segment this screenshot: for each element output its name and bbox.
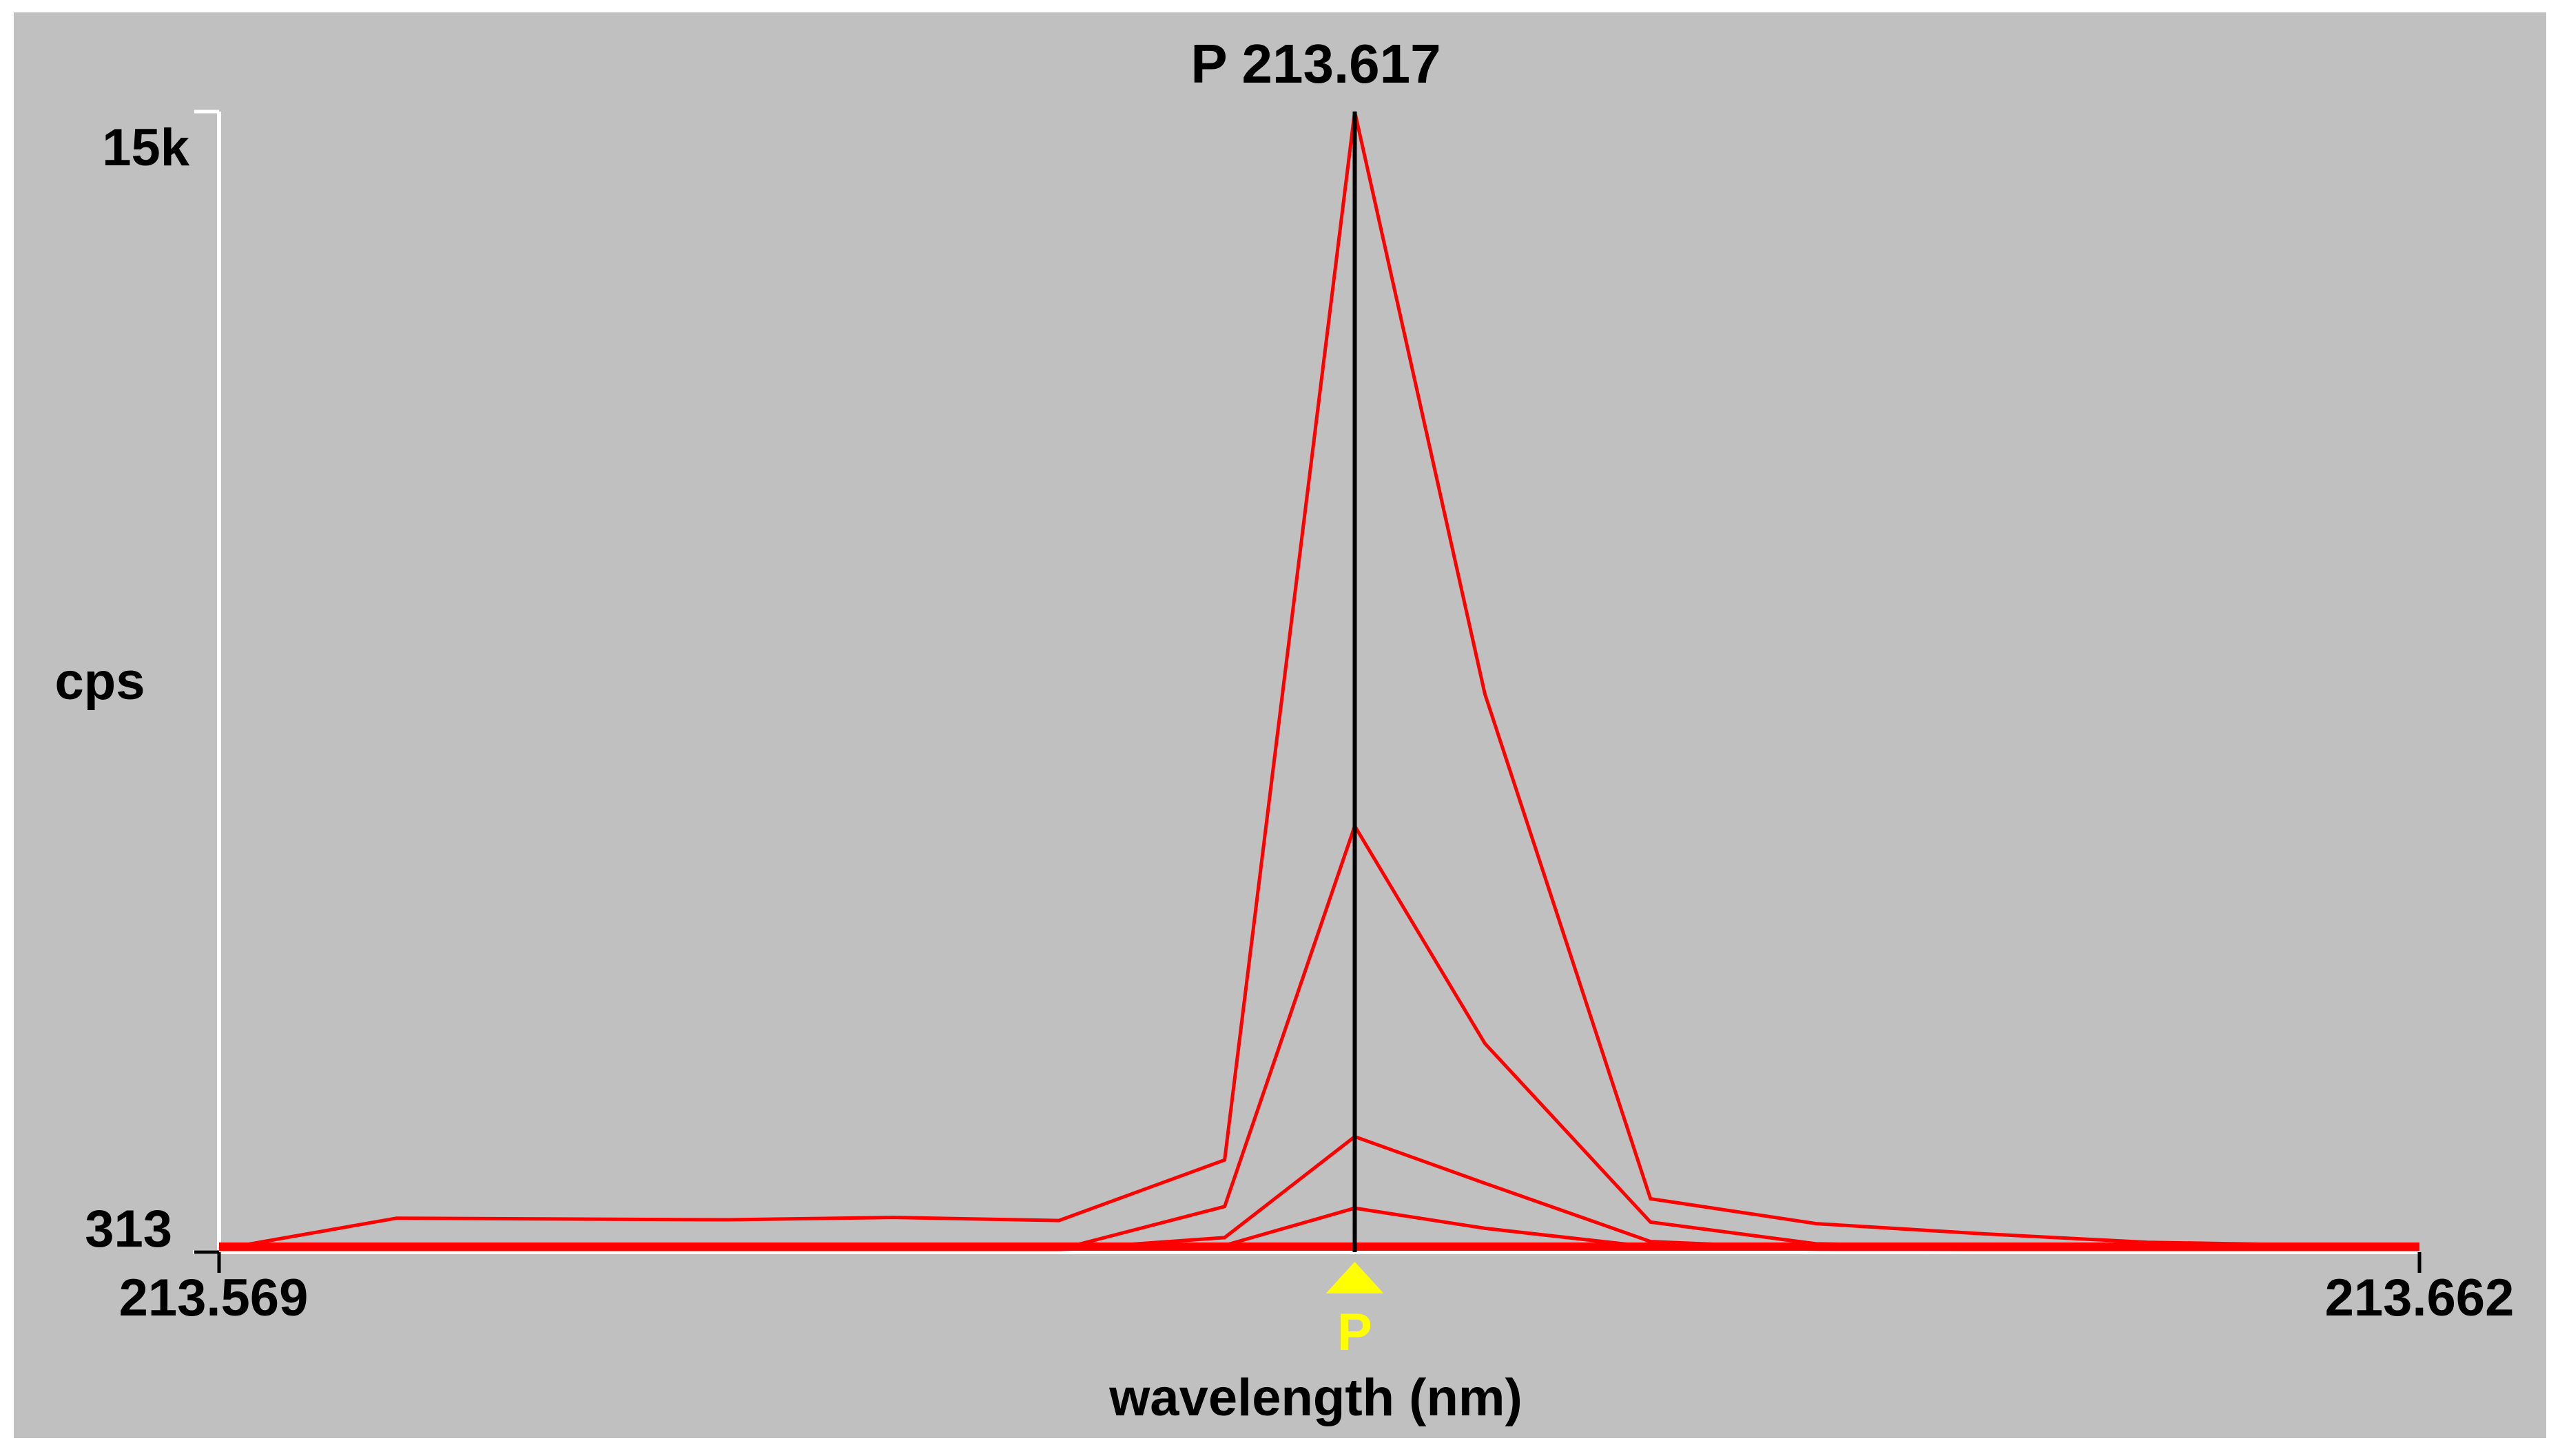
y-tick-label-min: 313	[85, 1200, 172, 1258]
peak-marker-triangle[interactable]	[1325, 1262, 1384, 1293]
peak-marker-label: P	[1337, 1303, 1372, 1362]
series-group	[218, 111, 2420, 1251]
series-line-1	[218, 111, 2420, 1251]
x-axis-label: wavelength (nm)	[1108, 1369, 1522, 1427]
x-tick-label-min: 213.569	[119, 1269, 309, 1327]
y-tick-label-max: 15k	[102, 118, 190, 177]
y-axis-label: cps	[55, 652, 145, 711]
baseline-band	[219, 1242, 2419, 1251]
chart-title: P 213.617	[1190, 33, 1441, 94]
x-tick-label-max: 213.662	[2325, 1269, 2515, 1327]
